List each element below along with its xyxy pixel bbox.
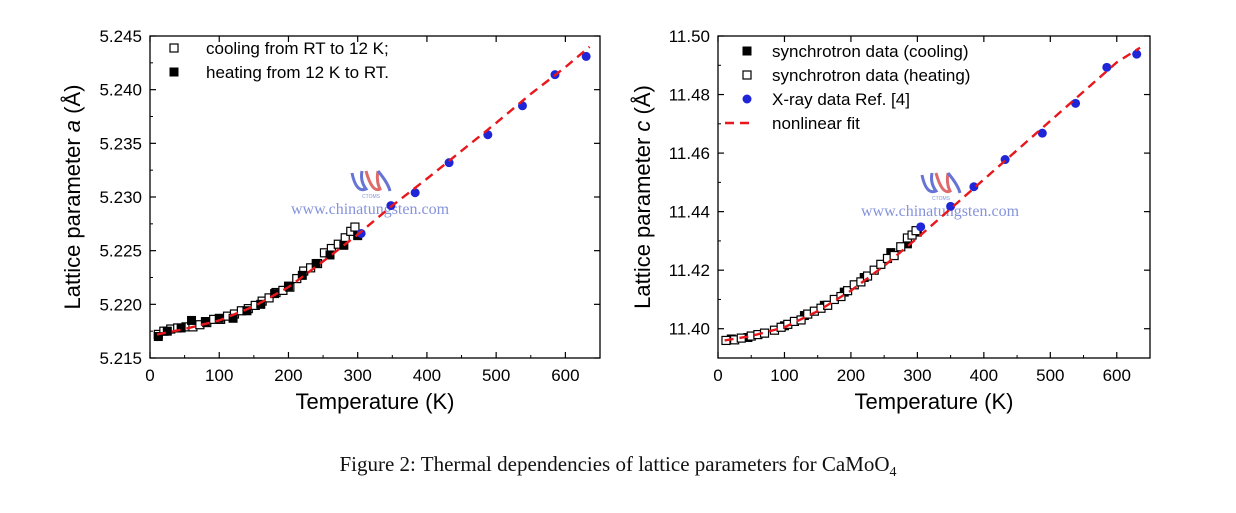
legend-swatch <box>742 70 752 80</box>
legend-item: synchrotron data (heating) <box>742 66 970 85</box>
data-point <box>356 228 366 238</box>
legend-swatch <box>742 94 752 104</box>
legend-swatch <box>169 43 179 53</box>
data-point <box>350 222 360 232</box>
y-axis-label: Lattice parameter a (Å) <box>60 84 85 309</box>
y-tick-label: 5.220 <box>99 295 142 314</box>
data-point <box>311 259 321 269</box>
legend-item: cooling from RT to 12 K; <box>169 39 389 58</box>
legend: cooling from RT to 12 K; heating from 12 … <box>169 39 389 82</box>
watermark-logo-text: CTOMS <box>932 196 951 202</box>
data-point <box>256 299 266 309</box>
series-open-square <box>153 222 360 339</box>
y-axis-label: Lattice parameter c (Å) <box>630 85 655 309</box>
x-tick-label: 600 <box>1103 366 1131 385</box>
y-tick-label: 5.230 <box>99 188 142 207</box>
x-tick-label: 100 <box>770 366 798 385</box>
y-tick-label: 11.46 <box>669 144 710 163</box>
x-tick-label: 400 <box>413 366 441 385</box>
y-tick-label: 5.240 <box>99 81 142 100</box>
fit-line <box>156 45 591 336</box>
plot-frame <box>717 35 1151 359</box>
legend-swatch <box>742 46 752 56</box>
data-point <box>162 326 172 336</box>
data-point <box>153 332 163 342</box>
x-tick-label: 500 <box>482 366 510 385</box>
fit-line <box>724 46 1141 342</box>
data-point <box>862 271 873 281</box>
caption-text: Figure 2: Thermal dependencies of lattic… <box>339 452 890 476</box>
legend-label: heating from 12 K to RT. <box>206 63 389 82</box>
x-tick-label: 100 <box>205 366 233 385</box>
data-point <box>176 323 186 333</box>
figure-caption: Figure 2: Thermal dependencies of lattic… <box>0 452 1236 481</box>
data-point <box>297 270 307 280</box>
data-point <box>896 242 906 252</box>
legend-label: synchrotron data (cooling) <box>772 42 969 61</box>
legend-item: synchrotron data (cooling) <box>742 42 969 61</box>
x-tick-label: 400 <box>970 366 998 385</box>
data-point <box>581 51 591 61</box>
series-dashed-line <box>156 45 591 336</box>
data-point <box>325 250 335 260</box>
x-tick-label: 600 <box>551 366 579 385</box>
series-open-square <box>721 226 921 346</box>
legend-swatch <box>169 67 179 77</box>
x-tick-label: 300 <box>903 366 931 385</box>
caption-subscript: 4 <box>889 465 897 481</box>
data-point <box>1071 98 1081 108</box>
x-tick-label: 300 <box>344 366 372 385</box>
x-tick-label: 200 <box>837 366 865 385</box>
y-tick-label: 11.40 <box>669 320 710 339</box>
x-axis-label: Temperature (K) <box>855 389 1014 414</box>
y-tick-label: 5.245 <box>99 27 142 46</box>
legend-label: cooling from RT to 12 K; <box>206 39 389 58</box>
data-point <box>1132 49 1142 59</box>
data-point <box>187 315 197 325</box>
data-point <box>916 222 926 232</box>
y-tick-label: 5.215 <box>99 349 142 368</box>
y-tick-label: 11.50 <box>669 27 710 46</box>
data-point <box>242 306 252 316</box>
watermark-logo-icon: CTOMS <box>920 172 962 202</box>
y-tick-label: 5.225 <box>99 242 142 261</box>
series-filled-square <box>726 227 922 344</box>
x-tick-label: 0 <box>145 366 154 385</box>
legend-item: X-ray data Ref. [4] <box>742 90 910 109</box>
x-tick-label: 200 <box>274 366 302 385</box>
watermark-url: www.chinatungsten.com <box>291 201 450 218</box>
legend-label: synchrotron data (heating) <box>772 66 970 85</box>
data-point <box>410 188 420 198</box>
legend: synchrotron data (cooling) synchrotron da… <box>725 42 970 133</box>
y-tick-label: 11.48 <box>669 86 710 105</box>
legend-label: nonlinear fit <box>772 114 860 133</box>
legend-label: X-ray data Ref. [4] <box>772 90 910 109</box>
data-point <box>1037 128 1047 138</box>
x-tick-label: 0 <box>713 366 722 385</box>
legend-item: heating from 12 K to RT. <box>169 63 389 82</box>
watermark-logo-text: CTOMS <box>362 194 381 200</box>
data-point <box>200 317 210 327</box>
series-dashed-line <box>724 46 1141 342</box>
legend-item: nonlinear fit <box>725 114 860 133</box>
data-point <box>946 201 956 211</box>
y-tick-label: 5.235 <box>99 134 142 153</box>
watermark-logo-icon: CTOMS <box>350 170 392 200</box>
x-axis-label: Temperature (K) <box>296 389 455 414</box>
y-tick-label: 11.42 <box>669 261 710 280</box>
x-tick-label: 500 <box>1036 366 1064 385</box>
data-point <box>969 182 979 192</box>
y-tick-label: 11.44 <box>669 203 710 222</box>
watermark-url: www.chinatungsten.com <box>861 203 1020 220</box>
data-point <box>1102 62 1112 72</box>
